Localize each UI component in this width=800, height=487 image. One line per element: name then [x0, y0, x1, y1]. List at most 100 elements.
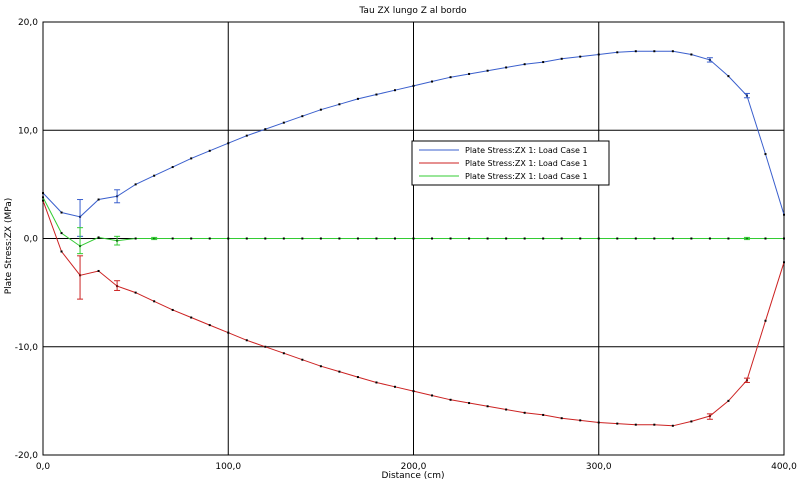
data-point: [727, 75, 730, 78]
data-point: [208, 237, 211, 240]
data-point: [264, 128, 267, 131]
data-point: [190, 237, 193, 240]
y-tick-label: -10,0: [15, 343, 39, 353]
data-point: [764, 319, 767, 322]
data-point: [319, 108, 322, 111]
data-point: [97, 269, 100, 272]
data-point: [375, 237, 378, 240]
data-point: [690, 53, 693, 56]
series-2: [42, 199, 785, 427]
data-point: [227, 331, 230, 334]
data-point: [264, 345, 267, 348]
data-point: [134, 237, 137, 240]
data-point: [523, 411, 526, 414]
data-point: [727, 237, 730, 240]
series-layer: [42, 50, 785, 427]
error-bar: [743, 236, 750, 241]
data-point: [560, 237, 563, 240]
data-point: [375, 381, 378, 384]
data-point: [542, 237, 545, 240]
data-point: [764, 153, 767, 156]
data-point: [783, 213, 785, 216]
data-point: [431, 237, 434, 240]
data-point: [653, 423, 656, 426]
data-point: [338, 237, 341, 240]
data-point: [486, 237, 489, 240]
chart-title: Tau ZX lungo Z al bordo: [358, 6, 467, 16]
data-point: [412, 390, 415, 393]
data-point: [616, 51, 619, 54]
data-point: [375, 93, 378, 96]
error-bar: [706, 413, 713, 420]
data-point: [208, 149, 211, 152]
x-axis-label: Distance (cm): [382, 471, 445, 481]
legend-label: Plate Stress:ZX 1: Load Case 1: [465, 172, 588, 181]
legend-label: Plate Stress:ZX 1: Load Case 1: [465, 159, 588, 168]
data-point: [560, 57, 563, 60]
error-bar: [743, 377, 750, 383]
data-point: [97, 198, 100, 201]
data-point: [282, 121, 285, 124]
y-tick-label: 0,0: [24, 235, 39, 245]
data-point: [190, 316, 193, 319]
data-point: [764, 237, 767, 240]
data-point: [393, 237, 396, 240]
data-point: [505, 408, 508, 411]
data-point: [616, 237, 619, 240]
data-point: [431, 394, 434, 397]
data-point: [227, 142, 230, 145]
data-point: [449, 398, 452, 401]
data-point: [60, 211, 63, 214]
data-point: [616, 422, 619, 425]
y-tick-label: 10,0: [18, 126, 38, 136]
data-point: [264, 237, 267, 240]
data-point: [282, 352, 285, 355]
x-tick-label: 0,0: [36, 462, 51, 472]
data-point: [468, 237, 471, 240]
error-bar: [77, 227, 84, 255]
x-tick-label: 200,0: [401, 462, 427, 472]
data-point: [171, 237, 174, 240]
data-point: [431, 80, 434, 83]
data-point: [412, 84, 415, 87]
data-point: [449, 237, 452, 240]
data-point: [153, 300, 156, 303]
data-point: [727, 399, 730, 402]
data-point: [468, 402, 471, 405]
data-point: [671, 50, 674, 53]
data-point: [190, 157, 193, 160]
data-point: [505, 237, 508, 240]
data-point: [338, 370, 341, 373]
data-point: [245, 339, 248, 342]
data-point: [653, 237, 656, 240]
data-point: [579, 419, 582, 422]
error-bar: [151, 236, 158, 241]
data-point: [634, 423, 637, 426]
error-bar: [114, 235, 121, 246]
data-point: [542, 61, 545, 64]
data-point: [708, 237, 711, 240]
data-point: [468, 72, 471, 75]
data-point: [60, 250, 63, 253]
data-point: [671, 237, 674, 240]
y-tick-label: 20,0: [18, 18, 38, 28]
data-point: [319, 365, 322, 368]
data-point: [245, 134, 248, 137]
data-point: [134, 291, 137, 294]
data-point: [245, 237, 248, 240]
data-point: [505, 66, 508, 69]
y-axis-label: Plate Stress:ZX (MPa): [4, 198, 14, 295]
data-point: [690, 237, 693, 240]
data-point: [208, 324, 211, 327]
data-point: [282, 237, 285, 240]
data-point: [542, 413, 545, 416]
data-point: [301, 115, 304, 118]
data-point: [301, 237, 304, 240]
data-point: [338, 103, 341, 106]
data-point: [153, 174, 156, 177]
data-point: [412, 237, 415, 240]
error-bar: [743, 92, 750, 99]
x-tick-label: 100,0: [215, 462, 241, 472]
data-point: [597, 237, 600, 240]
